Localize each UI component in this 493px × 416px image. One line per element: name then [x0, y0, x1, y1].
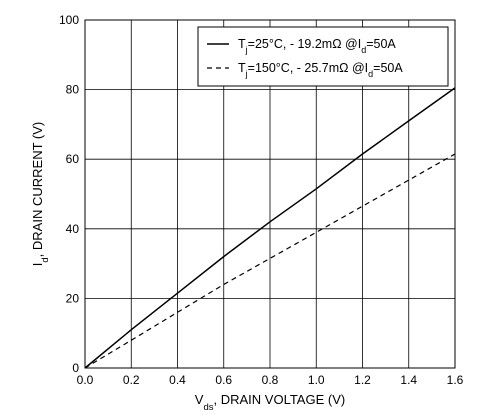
y-tick-label: 20: [66, 291, 80, 305]
y-axis-label: Id, DRAIN CURRENT (V): [30, 122, 51, 266]
x-tick-label: 1.6: [447, 373, 464, 387]
legend-box: [197, 26, 449, 87]
x-tick-label: 1.4: [400, 373, 417, 387]
x-tick-label: 1.2: [354, 373, 371, 387]
plot-frame: [84, 19, 456, 369]
y-tick-label: 100: [59, 13, 79, 27]
series-lines: [84, 87, 456, 369]
y-tick-label: 60: [66, 152, 80, 166]
x-axis-label: Vds, DRAIN VOLTAGE (V): [195, 392, 345, 413]
x-tick-label: 0.0: [77, 373, 94, 387]
x-tick-label: 0.2: [123, 373, 140, 387]
y-tick-labels: 0 20 40 60 80 100: [59, 13, 79, 375]
legend-entry-150c: Tj=150°C, - 25.7mΩ @Id=50A: [238, 61, 403, 79]
y-tick-label: 0: [72, 361, 79, 375]
x-tick-label: 0.6: [215, 373, 232, 387]
y-tick-label: 80: [66, 83, 80, 97]
x-tick-label: 0.4: [169, 373, 186, 387]
legend-entry-25c: Tj=25°C, - 19.2mΩ @Id=50A: [238, 37, 396, 55]
x-tick-labels: 0.0 0.2 0.4 0.6 0.8 1.0 1.2 1.4 1.6: [77, 373, 464, 387]
x-tick-label: 1.0: [308, 373, 325, 387]
series-line-25c: [84, 87, 456, 369]
y-tick-label: 40: [66, 222, 80, 236]
legend: Tj=25°C, - 19.2mΩ @Id=50A Tj=150°C, - 25…: [197, 26, 449, 87]
x-tick-label: 0.8: [262, 373, 279, 387]
